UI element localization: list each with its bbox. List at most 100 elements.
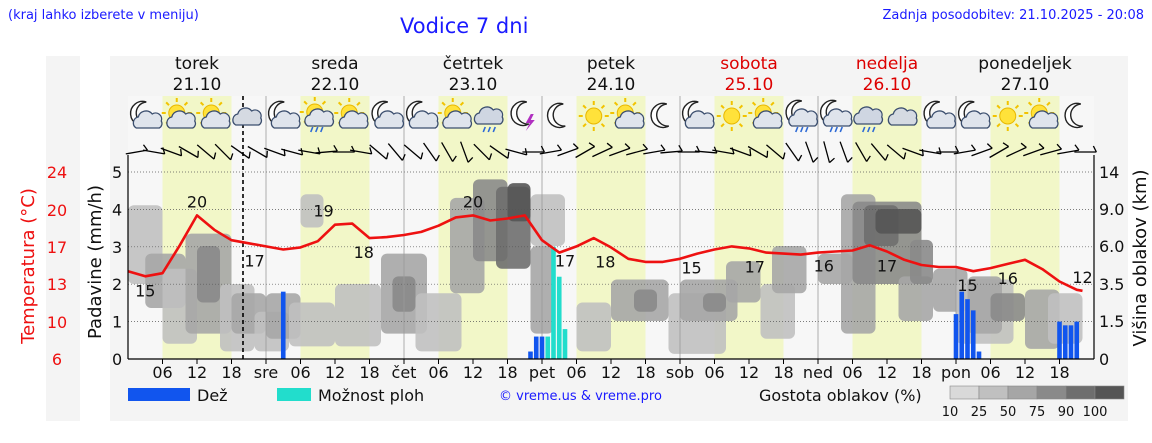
- wind-feather: [142, 144, 148, 151]
- x-tick-label: 12: [325, 363, 345, 382]
- sun-cloud-icon: [196, 98, 231, 129]
- rain-drop: [867, 126, 871, 133]
- moon-shape: [510, 100, 530, 127]
- x-tick-label: 18: [635, 363, 655, 382]
- sun-ray: [613, 101, 619, 106]
- cloud-density-swatch: [1065, 385, 1096, 400]
- wind-barb: [489, 145, 510, 159]
- temperature-tick-label: 20: [47, 201, 67, 220]
- rain-drop: [315, 126, 319, 133]
- moon-cloud-icon: [923, 100, 957, 129]
- wind-shaft: [694, 150, 717, 154]
- showers-legend-label: Možnost ploh: [318, 386, 424, 405]
- sun-disc: [585, 107, 603, 125]
- sun-cloud-icon: [334, 98, 369, 129]
- rain-bar: [970, 310, 976, 359]
- rain-bar: [965, 299, 970, 359]
- wind-shaft: [369, 144, 387, 160]
- wind-feather: [713, 146, 718, 154]
- sun-icon: [716, 101, 747, 131]
- sun-ray: [303, 100, 308, 105]
- cloud-density-tick-label: 90: [1058, 405, 1075, 420]
- moon-icon: [1064, 102, 1084, 129]
- cloud-height-tick-label: 0: [1099, 350, 1109, 369]
- wind-feather: [333, 144, 338, 152]
- cloud-shape: [232, 107, 263, 126]
- moon-cloud-icon: [267, 100, 301, 129]
- sun-cloud-icon: [610, 98, 645, 129]
- x-tick-label: 18: [221, 363, 241, 382]
- wind-barb: [178, 145, 199, 159]
- wind-feather: [812, 157, 819, 163]
- wind-barb: [387, 143, 406, 161]
- cloud-density-block: [576, 302, 611, 352]
- cloud-density-block: [197, 246, 220, 303]
- last-update: Zadnja posodobitev: 21.10.2025 - 20:08: [882, 8, 1144, 23]
- rain-bar: [1057, 321, 1062, 359]
- x-tick-label: 12: [877, 363, 897, 382]
- wind-barb: [823, 141, 835, 164]
- wind-feather: [556, 144, 562, 151]
- day-date: 23.10: [449, 75, 498, 95]
- temperature-label: 18: [354, 243, 374, 262]
- wind-feather: [488, 153, 493, 160]
- rain-bar: [1074, 321, 1080, 359]
- cloud-density-tick-label: 25: [971, 405, 988, 420]
- temperature-label: 17: [555, 251, 575, 270]
- temperature-tick-label: 24: [47, 163, 67, 182]
- rain-bar: [539, 336, 545, 359]
- x-tick-label: 06: [428, 363, 448, 382]
- cloud-shape: [788, 108, 819, 127]
- sun-ray: [996, 123, 1001, 128]
- wind-shaft: [747, 145, 768, 159]
- rain-bar: [953, 314, 959, 359]
- x-tick-label: 06: [290, 363, 310, 382]
- sun-ray: [1014, 123, 1020, 128]
- wind-feather: [369, 147, 373, 155]
- cloud-icon: [232, 107, 263, 126]
- rain-drop: [487, 126, 491, 133]
- rain-bar: [533, 336, 539, 359]
- wind-shaft: [423, 142, 437, 162]
- wind-feather: [1056, 143, 1062, 150]
- moon-icon: [546, 102, 566, 129]
- rain-drop: [834, 126, 838, 133]
- day-name: četrtek: [443, 54, 504, 74]
- wind-barb: [953, 144, 976, 155]
- cloud-density-block: [910, 239, 933, 284]
- wind-barb: [609, 143, 631, 157]
- cloud-density-block: [898, 276, 933, 321]
- menu-hint[interactable]: (kraj lahko izberete v meniju): [8, 8, 199, 23]
- cloud-shape: [408, 110, 439, 129]
- cloud-density-swatch: [1036, 385, 1067, 400]
- rain-drop: [872, 126, 876, 133]
- temperature-label: 15: [681, 259, 701, 278]
- wind-feather: [1074, 144, 1080, 151]
- wind-barb: [230, 145, 251, 159]
- wind-barb: [196, 144, 217, 160]
- wind-barb: [694, 146, 718, 154]
- wind-barb: [441, 142, 457, 162]
- moon-cloud-icon: [957, 100, 991, 129]
- cloud-icon: [887, 107, 918, 126]
- wind-shaft: [214, 143, 232, 161]
- wind-feather: [660, 144, 666, 151]
- wind-feather: [435, 154, 440, 162]
- copyright-link[interactable]: © vreme.us & vreme.pro: [499, 389, 662, 404]
- x-tick-label: 06: [704, 363, 724, 382]
- wind-barb: [281, 148, 304, 156]
- rain-bar: [280, 291, 286, 359]
- moon-cloud-icon: [405, 100, 439, 129]
- wind-feather: [197, 150, 199, 158]
- temperature-axis-title: Temperatura (°C): [18, 188, 39, 345]
- wind-shaft: [886, 144, 905, 160]
- sun-ray: [600, 123, 606, 128]
- wind-barb: [1057, 144, 1080, 155]
- wind-barb: [936, 145, 959, 153]
- sun-ray: [632, 101, 637, 106]
- x-tick-label: 18: [497, 363, 517, 382]
- shower-bar: [545, 336, 551, 359]
- wind-shaft: [855, 142, 868, 162]
- sun-ray: [582, 123, 587, 128]
- rain-drop: [320, 126, 324, 133]
